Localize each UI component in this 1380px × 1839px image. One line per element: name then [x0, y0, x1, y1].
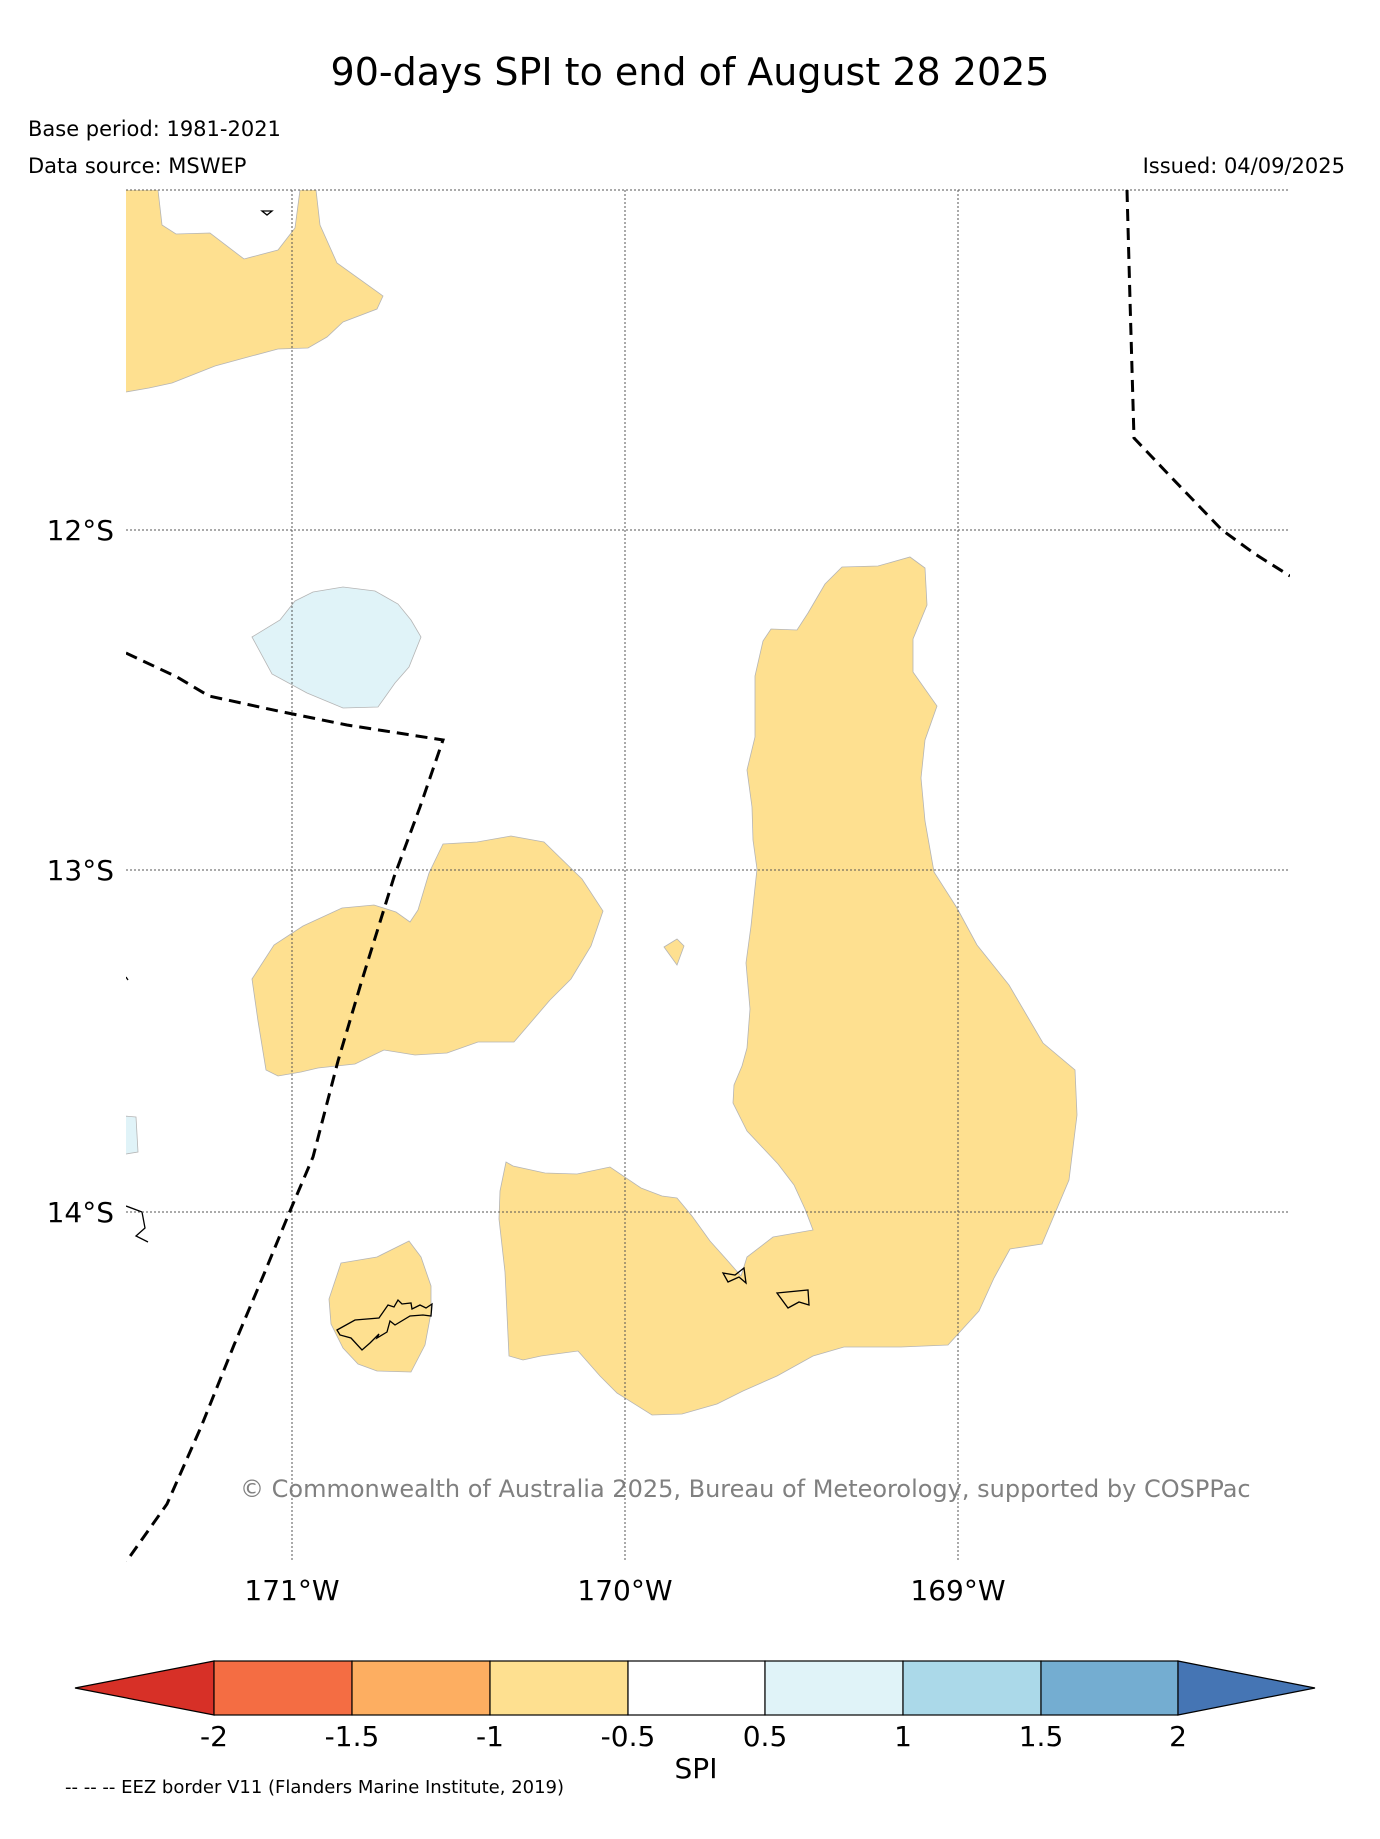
- island-coastline: [260, 210, 274, 216]
- spi-region-dry-east: [498, 556, 1078, 1416]
- issued-date: Issued: 04/09/2025: [1142, 154, 1345, 178]
- axis-labels: 12°S 13°S 14°S 171°W 170°W 169°W: [47, 514, 1006, 1607]
- graticule: [126, 189, 1290, 1562]
- lon-label-170w: 170°W: [577, 1574, 672, 1607]
- island-coastline: [721, 1266, 747, 1285]
- map-title: 90-days SPI to end of August 28 2025: [330, 50, 1050, 94]
- lon-label-171w: 171°W: [244, 1574, 339, 1607]
- colorbar-segment: [489, 1660, 629, 1716]
- colorbar-segment: [351, 1660, 491, 1716]
- colorbar-label: SPI: [675, 1752, 718, 1785]
- lat-label-14s: 14°S: [47, 1196, 114, 1229]
- eez-border-line: [1125, 190, 1290, 578]
- island-coastline: [336, 1298, 433, 1351]
- colorbar-extend-high: [1177, 1660, 1316, 1716]
- colorbar-segment: [627, 1660, 766, 1716]
- spi-region-dry-southwest: [328, 1240, 432, 1373]
- eez-borders: [126, 190, 1290, 1562]
- spi-islet: [663, 938, 685, 966]
- lat-label-13s: 13°S: [47, 854, 114, 887]
- data-source: Data source: MSWEP: [28, 154, 247, 178]
- eez-legend-footnote: -- -- -- EEZ border V11 (Flanders Marine…: [65, 1777, 565, 1798]
- copyright-watermark: © Commonwealth of Australia 2025, Bureau…: [240, 1475, 1251, 1503]
- island-coastline: [126, 1205, 149, 1243]
- spi-region-dry-north: [126, 190, 384, 393]
- eez-border-line: [126, 651, 445, 1562]
- colorbar-tick: 1: [894, 1720, 912, 1753]
- colorbar-tick: 1.5: [1019, 1720, 1064, 1753]
- spi-fields: [126, 190, 1078, 1416]
- island-coastline: [775, 1289, 810, 1309]
- colorbar-tick: -1: [476, 1720, 504, 1753]
- colorbar-tick: -0.5: [601, 1720, 656, 1753]
- spi-edge-wet: [126, 1115, 139, 1155]
- lat-label-12s: 12°S: [47, 514, 114, 547]
- colorbar-extend-low: [74, 1660, 215, 1716]
- colorbar-segment: [764, 1660, 904, 1716]
- colorbar-tick: 2: [1169, 1720, 1187, 1753]
- colorbar-segment: [1040, 1660, 1179, 1716]
- colorbar-ticks: -2 -1.5 -1 -0.5 0.5 1 1.5 2 SPI: [200, 1720, 1187, 1785]
- coastlines: [126, 210, 810, 1351]
- colorbar-segment: [213, 1660, 353, 1716]
- island-coastline: [126, 976, 129, 981]
- colorbar-tick: 0.5: [743, 1720, 788, 1753]
- colorbar: [74, 1660, 1316, 1716]
- colorbar-segment: [902, 1660, 1042, 1716]
- lon-label-169w: 169°W: [910, 1574, 1005, 1607]
- colorbar-tick: -1.5: [325, 1720, 380, 1753]
- spi-region-wet: [251, 586, 422, 709]
- base-period: Base period: 1981-2021: [28, 117, 281, 141]
- colorbar-tick: -2: [200, 1720, 228, 1753]
- spi-region-dry-west: [251, 835, 604, 1077]
